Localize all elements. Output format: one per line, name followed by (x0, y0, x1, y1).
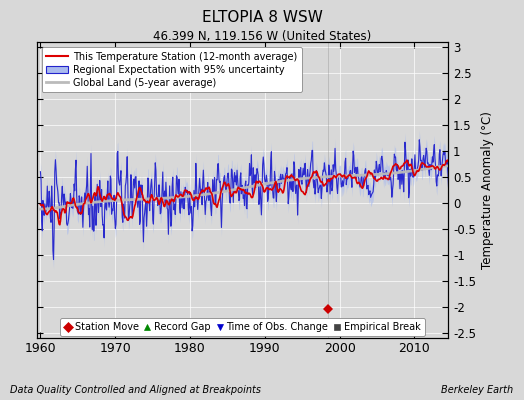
Text: 46.399 N, 119.156 W (United States): 46.399 N, 119.156 W (United States) (153, 30, 371, 43)
Text: Data Quality Controlled and Aligned at Breakpoints: Data Quality Controlled and Aligned at B… (10, 385, 261, 395)
Text: Berkeley Earth: Berkeley Earth (441, 385, 514, 395)
Text: ELTOPIA 8 WSW: ELTOPIA 8 WSW (202, 10, 322, 25)
Legend: Station Move, Record Gap, Time of Obs. Change, Empirical Break: Station Move, Record Gap, Time of Obs. C… (60, 318, 424, 336)
Y-axis label: Temperature Anomaly (°C): Temperature Anomaly (°C) (482, 111, 495, 269)
